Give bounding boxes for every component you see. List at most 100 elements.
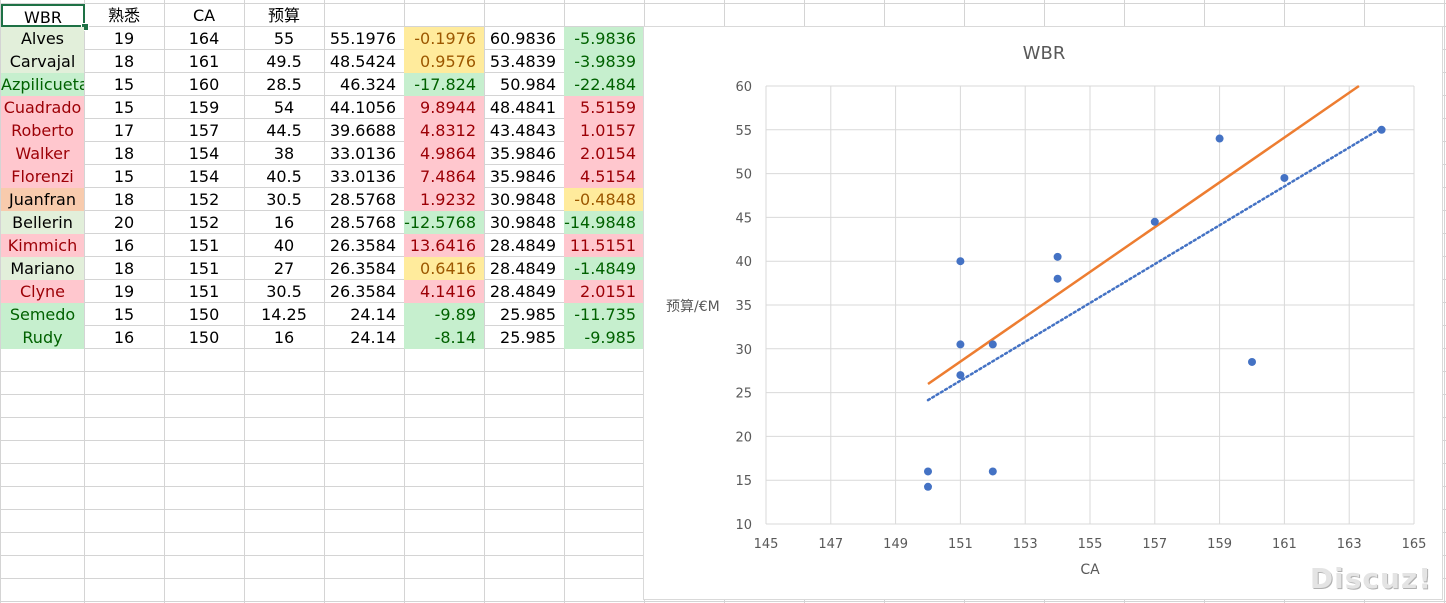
- header-cell-wbr[interactable]: WBR: [1, 4, 85, 27]
- player-name-cell[interactable]: Walker: [1, 142, 84, 165]
- predicted-budget-cell[interactable]: 26.3584: [329, 236, 396, 255]
- budget-cell[interactable]: 14.25: [261, 305, 307, 324]
- predicted-budget-2-cell[interactable]: 28.4849: [489, 282, 556, 301]
- ca-cell[interactable]: 154: [188, 144, 220, 163]
- ca-cell[interactable]: 151: [188, 236, 220, 255]
- familiarity-cell[interactable]: 15: [113, 167, 135, 186]
- residual-cell[interactable]: 7.4864: [404, 165, 484, 188]
- player-name-cell[interactable]: Clyne: [1, 280, 84, 303]
- familiarity-cell[interactable]: 19: [113, 29, 135, 48]
- predicted-budget-cell[interactable]: 28.5768: [329, 213, 396, 232]
- ca-cell[interactable]: 152: [188, 190, 220, 209]
- predicted-budget-cell[interactable]: 26.3584: [329, 282, 396, 301]
- familiarity-cell[interactable]: 17: [113, 121, 135, 140]
- player-name-cell[interactable]: Carvajal: [1, 50, 84, 73]
- familiarity-cell[interactable]: 15: [113, 305, 135, 324]
- residual-2-cell[interactable]: -11.735: [564, 303, 644, 326]
- budget-cell[interactable]: 16: [273, 328, 295, 347]
- residual-2-cell[interactable]: -14.9848: [564, 211, 644, 234]
- predicted-budget-cell[interactable]: 33.0136: [329, 167, 396, 186]
- budget-cell[interactable]: 30.5: [266, 282, 302, 301]
- ca-cell[interactable]: 164: [188, 29, 220, 48]
- residual-cell[interactable]: -12.5768: [404, 211, 484, 234]
- predicted-budget-2-cell[interactable]: 60.9836: [489, 29, 556, 48]
- familiarity-cell[interactable]: 16: [113, 328, 135, 347]
- ca-cell[interactable]: 152: [188, 213, 220, 232]
- familiarity-cell[interactable]: 15: [113, 98, 135, 117]
- player-name-cell[interactable]: Bellerin: [1, 211, 84, 234]
- residual-2-cell[interactable]: 1.0157: [564, 119, 644, 142]
- residual-cell[interactable]: -17.824: [404, 73, 484, 96]
- predicted-budget-2-cell[interactable]: 25.985: [500, 328, 556, 347]
- familiarity-cell[interactable]: 15: [113, 75, 135, 94]
- residual-cell[interactable]: -8.14: [404, 326, 484, 349]
- budget-cell[interactable]: 55: [273, 29, 295, 48]
- predicted-budget-cell[interactable]: 48.5424: [329, 52, 396, 71]
- residual-2-cell[interactable]: -3.9839: [564, 50, 644, 73]
- predicted-budget-cell[interactable]: 55.1976: [329, 29, 396, 48]
- residual-cell[interactable]: 0.6416: [404, 257, 484, 280]
- budget-cell[interactable]: 40.5: [266, 167, 302, 186]
- predicted-budget-2-cell[interactable]: 53.4839: [489, 52, 556, 71]
- residual-cell[interactable]: -0.1976: [404, 27, 484, 50]
- residual-2-cell[interactable]: -5.9836: [564, 27, 644, 50]
- predicted-budget-cell[interactable]: 44.1056: [329, 98, 396, 117]
- familiarity-cell[interactable]: 18: [113, 144, 135, 163]
- budget-cell[interactable]: 44.5: [266, 121, 302, 140]
- predicted-budget-2-cell[interactable]: 35.9846: [489, 167, 556, 186]
- player-name-cell[interactable]: Alves: [1, 27, 84, 50]
- predicted-budget-2-cell[interactable]: 30.9848: [489, 213, 556, 232]
- player-name-cell[interactable]: Rudy: [1, 326, 84, 349]
- predicted-budget-2-cell[interactable]: 28.4849: [489, 259, 556, 278]
- ca-cell[interactable]: 150: [188, 328, 220, 347]
- residual-2-cell[interactable]: -9.985: [564, 326, 644, 349]
- residual-cell[interactable]: 4.8312: [404, 119, 484, 142]
- familiarity-cell[interactable]: 16: [113, 236, 135, 255]
- residual-cell[interactable]: 1.9232: [404, 188, 484, 211]
- predicted-budget-cell[interactable]: 39.6688: [329, 121, 396, 140]
- predicted-budget-2-cell[interactable]: 30.9848: [489, 190, 556, 209]
- budget-cell[interactable]: 40: [273, 236, 295, 255]
- predicted-budget-2-cell[interactable]: 28.4849: [489, 236, 556, 255]
- budget-cell[interactable]: 16: [273, 213, 295, 232]
- player-name-cell[interactable]: Florenzi: [1, 165, 84, 188]
- ca-cell[interactable]: 151: [188, 259, 220, 278]
- budget-cell[interactable]: 54: [273, 98, 295, 117]
- predicted-budget-cell[interactable]: 33.0136: [329, 144, 396, 163]
- predicted-budget-2-cell[interactable]: 25.985: [500, 305, 556, 324]
- ca-cell[interactable]: 159: [188, 98, 220, 117]
- header-cell[interactable]: CA: [192, 6, 216, 25]
- predicted-budget-2-cell[interactable]: 35.9846: [489, 144, 556, 163]
- familiarity-cell[interactable]: 18: [113, 190, 135, 209]
- predicted-budget-cell[interactable]: 24.14: [350, 328, 396, 347]
- predicted-budget-2-cell[interactable]: 43.4843: [489, 121, 556, 140]
- residual-2-cell[interactable]: 2.0154: [564, 142, 644, 165]
- residual-2-cell[interactable]: -1.4849: [564, 257, 644, 280]
- ca-cell[interactable]: 157: [188, 121, 220, 140]
- header-cell[interactable]: 熟悉: [107, 6, 140, 25]
- scatter-chart[interactable]: 145 147 149 151 153 155 157 159 161 163 165 10 15 20 2…: [643, 26, 1443, 600]
- residual-cell[interactable]: 13.6416: [404, 234, 484, 257]
- residual-cell[interactable]: 0.9576: [404, 50, 484, 73]
- predicted-budget-2-cell[interactable]: 50.984: [500, 75, 556, 94]
- ca-cell[interactable]: 150: [188, 305, 220, 324]
- familiarity-cell[interactable]: 18: [113, 52, 135, 71]
- familiarity-cell[interactable]: 18: [113, 259, 135, 278]
- ca-cell[interactable]: 154: [188, 167, 220, 186]
- player-name-cell[interactable]: Roberto: [1, 119, 84, 142]
- predicted-budget-cell[interactable]: 26.3584: [329, 259, 396, 278]
- residual-2-cell[interactable]: 2.0151: [564, 280, 644, 303]
- player-name-cell[interactable]: Kimmich: [1, 234, 84, 257]
- residual-cell[interactable]: 4.1416: [404, 280, 484, 303]
- familiarity-cell[interactable]: 19: [113, 282, 135, 301]
- residual-2-cell[interactable]: 11.5151: [564, 234, 644, 257]
- ca-cell[interactable]: 161: [188, 52, 220, 71]
- budget-cell[interactable]: 30.5: [266, 190, 302, 209]
- predicted-budget-cell[interactable]: 46.324: [340, 75, 396, 94]
- residual-cell[interactable]: 9.8944: [404, 96, 484, 119]
- player-name-cell[interactable]: Semedo: [1, 303, 84, 326]
- residual-cell[interactable]: 4.9864: [404, 142, 484, 165]
- player-name-cell[interactable]: Cuadrado: [1, 96, 84, 119]
- predicted-budget-cell[interactable]: 28.5768: [329, 190, 396, 209]
- budget-cell[interactable]: 27: [273, 259, 295, 278]
